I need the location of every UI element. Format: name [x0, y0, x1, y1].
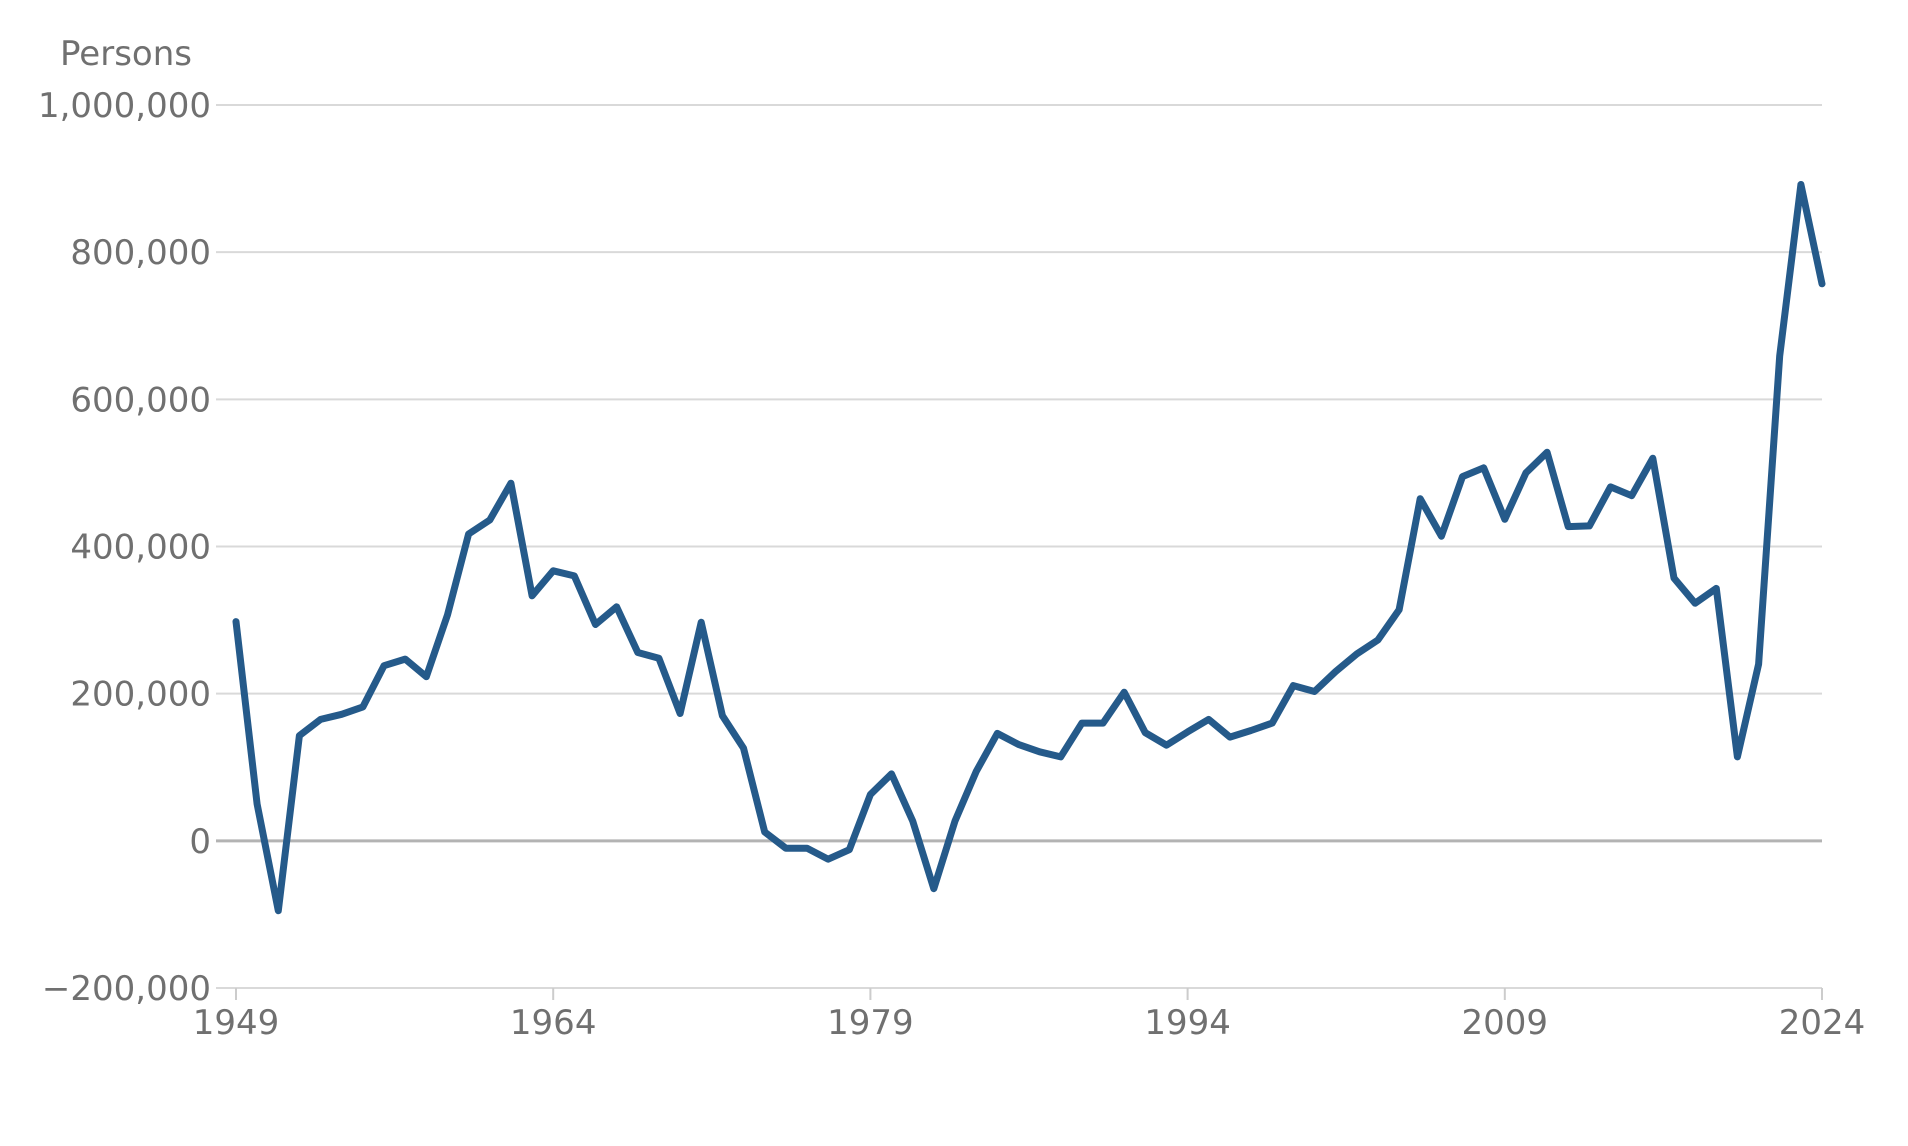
y-axis-title: Persons	[60, 34, 192, 74]
x-tick-label: 1949	[193, 1003, 280, 1043]
x-tick-label: 1994	[1144, 1003, 1231, 1043]
x-tick-label: 2009	[1462, 1003, 1549, 1043]
x-axis-labels: 1949 1964 1979 1994 2009 2024	[193, 1003, 1866, 1043]
y-tick-label: −200,000	[42, 969, 211, 1009]
y-tick-label: 800,000	[70, 233, 211, 273]
series	[232, 181, 1826, 915]
gridlines	[216, 104, 1822, 843]
y-tick-label: 0	[189, 822, 211, 862]
x-tick-label: 1964	[510, 1003, 597, 1043]
x-axis	[216, 987, 1823, 1000]
y-tick-label: 400,000	[70, 528, 211, 568]
x-tick-label: 1979	[827, 1003, 914, 1043]
y-tick-label: 200,000	[70, 675, 211, 715]
y-axis-labels: 1,000,000 800,000 600,000 400,000 200,000 0 −2…	[38, 86, 211, 1009]
x-tick-label: 2024	[1779, 1003, 1866, 1043]
y-tick-label: 1,000,000	[38, 86, 211, 126]
y-tick-label: 600,000	[70, 380, 211, 420]
series-line	[232, 181, 1826, 915]
